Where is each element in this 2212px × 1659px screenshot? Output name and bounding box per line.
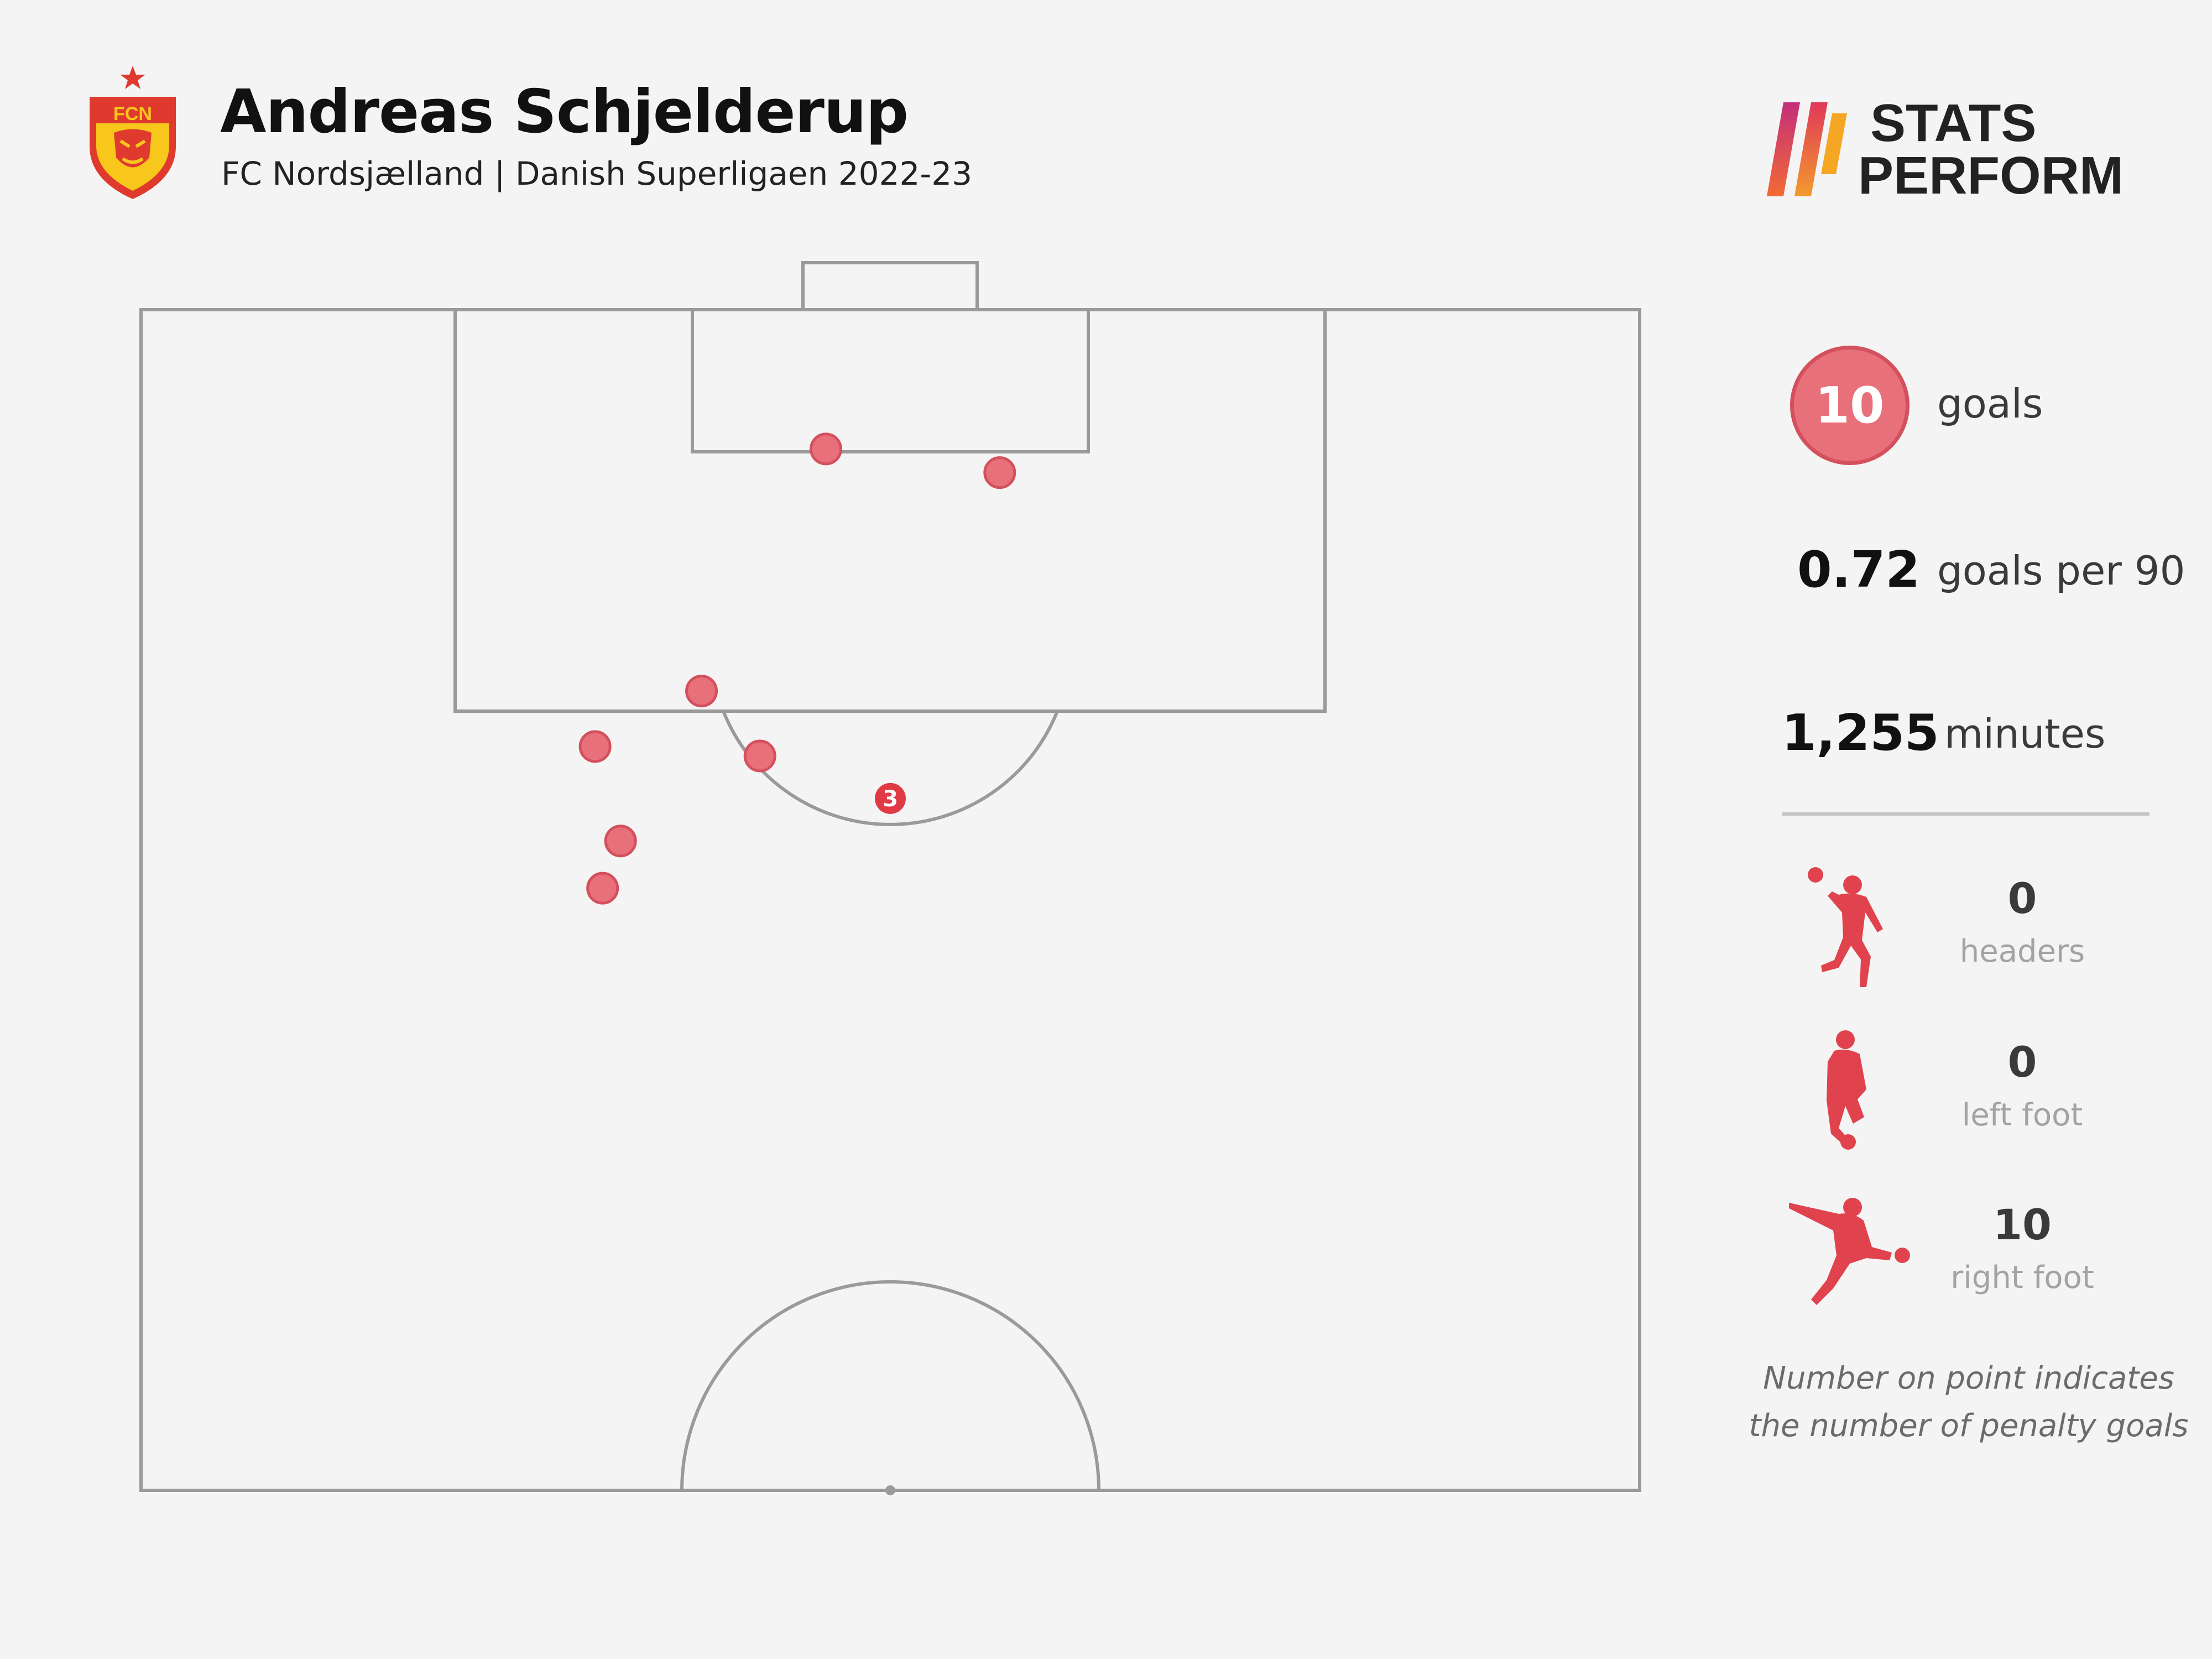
note-line1: Number on point indicates	[1763, 1360, 2174, 1396]
penalty-note: Number on point indicates the number of …	[1742, 1355, 2195, 1450]
goal-point	[685, 675, 718, 708]
stats-perform-logo: STATS PERFORM	[1767, 97, 2124, 205]
left-foot-count: 0	[2007, 1037, 2037, 1087]
goals-per-90-label: goals per 90	[1937, 547, 2185, 594]
centre-circle	[680, 1280, 1100, 1491]
crest-text: FCN	[113, 103, 152, 124]
penalty-goal-point	[875, 782, 906, 814]
minutes-label: minutes	[1944, 711, 2106, 757]
penalty-count-label: 3	[883, 786, 898, 812]
player-name: Andreas Schjelderup	[220, 77, 909, 147]
goals-per-90-value: 0.72	[1797, 541, 1921, 599]
subtitle: FC Nordsjælland | Danish Superligaen 202…	[221, 155, 973, 192]
goal-point	[578, 730, 612, 763]
header-player-icon	[1808, 867, 1883, 987]
goal-point	[604, 825, 637, 858]
headers-label: headers	[1959, 933, 2085, 969]
penalty-area	[453, 308, 1327, 713]
goal	[801, 261, 979, 311]
goals-label: goals	[1937, 380, 2043, 427]
pitch-outline	[139, 308, 1641, 1492]
centre-spot	[885, 1485, 895, 1495]
fcn-crest-icon: FCN	[90, 66, 176, 199]
stats-divider	[1782, 812, 2150, 816]
left-foot-label: left foot	[1961, 1097, 2083, 1133]
right-foot-label: right foot	[1950, 1260, 2094, 1296]
minutes-value: 1,255	[1782, 704, 1939, 762]
goal-point	[983, 456, 1016, 489]
right-foot-count: 10	[1993, 1200, 2052, 1249]
note-line2: the number of penalty goals	[1749, 1408, 2189, 1444]
left-foot-player-icon	[1827, 1030, 1866, 1150]
right-foot-player-icon	[1789, 1198, 1910, 1305]
goal-point	[809, 432, 842, 466]
goal-point	[743, 739, 776, 773]
headers-count: 0	[2007, 874, 2037, 923]
six-yard-box	[691, 308, 1090, 453]
goals-total-badge: 10	[1790, 346, 1910, 465]
goal-points: 3	[578, 432, 1016, 905]
brand-line2: PERFORM	[1858, 146, 2124, 205]
brand-line1: STATS	[1870, 97, 2036, 153]
goal-point	[586, 872, 619, 905]
